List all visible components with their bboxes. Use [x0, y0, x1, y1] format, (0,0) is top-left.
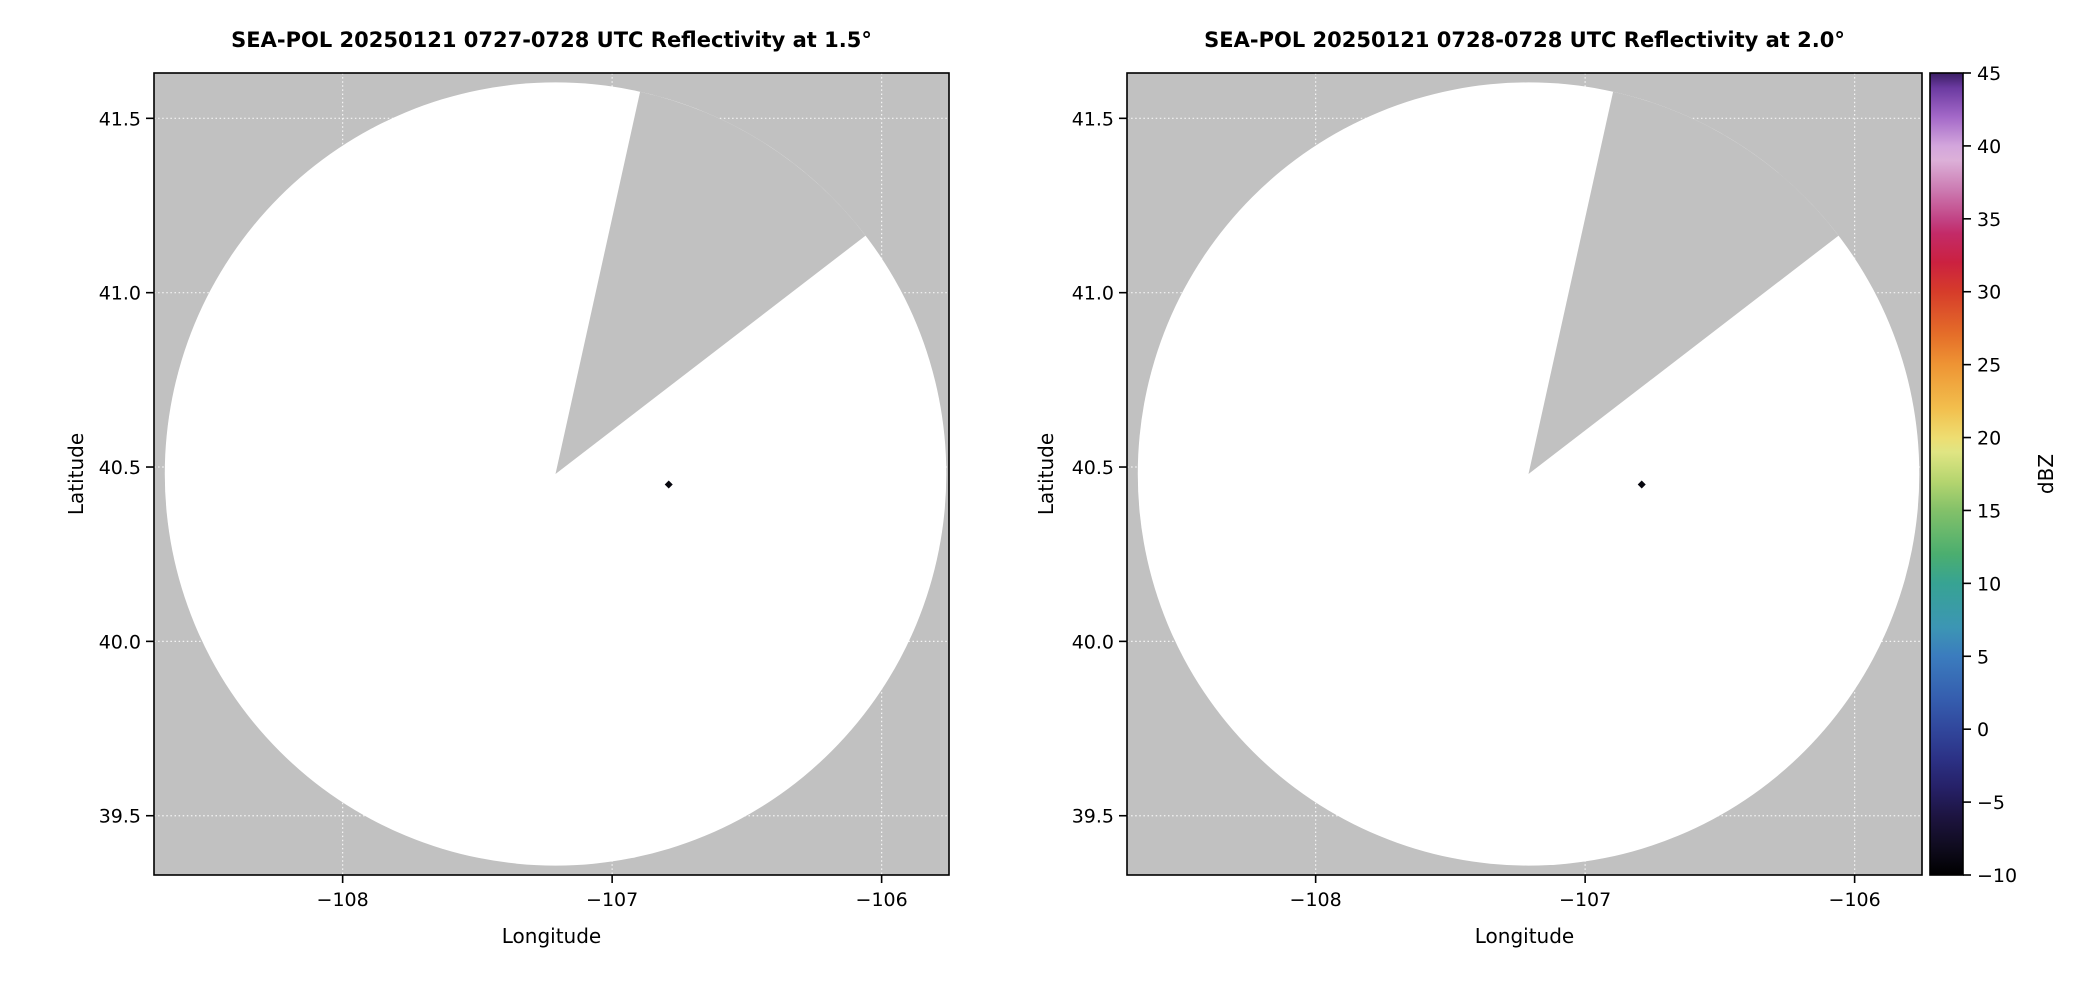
x-tick-label: −108	[1290, 889, 1342, 911]
colorbar-label: dBZ	[2034, 453, 2058, 495]
x-axis-label: Longitude	[1474, 924, 1575, 948]
colorbar-tick-label: 10	[1977, 573, 2001, 595]
colorbar-tick-label: 40	[1977, 136, 2001, 158]
colorbar-border	[1929, 72, 1964, 876]
y-tick-label: 41.5	[99, 108, 141, 130]
missing-data-sector	[1528, 91, 1839, 474]
y-tick-label: 40.5	[1072, 457, 1114, 479]
colorbar-tick-label: 25	[1977, 355, 2001, 377]
x-tick-label: −106	[1829, 889, 1881, 911]
colorbar-tick-label: 30	[1977, 282, 2001, 304]
y-tick-label: 40.0	[1072, 631, 1114, 653]
x-tick-label: −107	[1559, 889, 1611, 911]
colorbar-gradient	[1930, 73, 1963, 875]
plot-border	[1126, 72, 1923, 876]
y-tick-label: 41.0	[99, 283, 141, 305]
colorbar-tick-label: 35	[1977, 209, 2001, 231]
radar-plot-svg-right: −108 −107 −106 39.5 40.0 40.5 41.0 41.5	[1072, 72, 1923, 911]
reflectivity-echo	[664, 480, 673, 489]
y-tick-label: 40.0	[99, 631, 141, 653]
missing-data-sector	[555, 91, 866, 474]
y-tick-label: 40.5	[99, 457, 141, 479]
colorbar-tick-label: −10	[1977, 865, 2017, 887]
colorbar-tick-label: 45	[1977, 63, 2001, 85]
y-axis-label: Latitude	[1034, 432, 1058, 516]
colorbar-tick-label: 0	[1977, 719, 1989, 741]
x-tick-label: −106	[856, 889, 908, 911]
x-tick-label: −107	[586, 889, 638, 911]
radar-plot-svg-left: −108 −107 −106 39.5 40.0 40.5 41.0 41.5	[99, 72, 950, 911]
colorbar-tick-label: 15	[1977, 500, 2001, 522]
x-axis-label: Longitude	[501, 924, 602, 948]
colorbar-ticks-svg: −10 −5 0 5 10 15 20 25 30 35 40 45	[1929, 63, 2017, 887]
colorbar-tick-label: 5	[1977, 646, 1989, 668]
y-tick-label: 39.5	[1072, 806, 1114, 828]
plot-border	[153, 72, 950, 876]
y-tick-label: 41.0	[1072, 283, 1114, 305]
y-tick-label: 39.5	[99, 806, 141, 828]
y-axis-label: Latitude	[64, 432, 88, 516]
panel-title: SEA-POL 20250121 0727-0728 UTC Reflectiv…	[231, 28, 872, 52]
x-tick-label: −108	[317, 889, 369, 911]
y-tick-label: 41.5	[1072, 108, 1114, 130]
panel-title: SEA-POL 20250121 0728-0728 UTC Reflectiv…	[1204, 28, 1845, 52]
colorbar-tick-label: −5	[1977, 792, 2005, 814]
reflectivity-echo	[1637, 480, 1646, 489]
colorbar-tick-label: 20	[1977, 428, 2001, 450]
